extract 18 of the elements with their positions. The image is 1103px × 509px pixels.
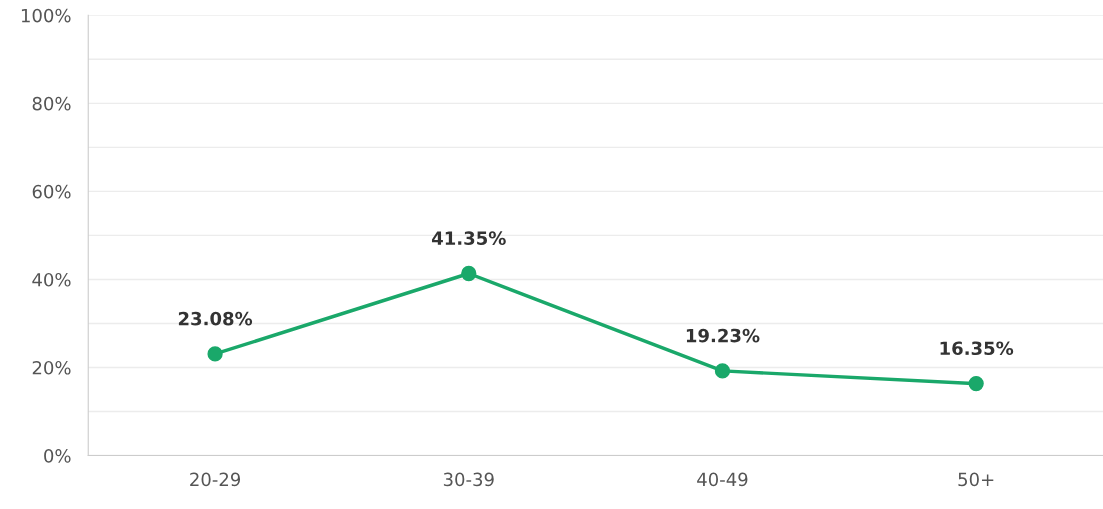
y-tick-label: 60%: [32, 184, 71, 199]
data-label: 16.35%: [940, 341, 1014, 356]
y-tick-label: 80%: [32, 96, 71, 111]
point: [714, 363, 731, 379]
point: [207, 346, 223, 362]
data-label: 19.23%: [686, 328, 760, 343]
x-tick-label: 40-49: [697, 472, 748, 487]
y-tick-label: 100%: [21, 8, 71, 23]
point: [461, 265, 477, 282]
x-tick-label: 30-39: [443, 472, 494, 487]
y-tick-label: 40%: [32, 272, 71, 287]
y-tick-label: 20%: [32, 360, 71, 375]
data-label: 23.08%: [178, 311, 253, 326]
x-tick-label: 50+: [958, 472, 994, 487]
y-tick-label: 0%: [44, 449, 71, 463]
point: [968, 375, 984, 392]
x-tick-label: 20-29: [190, 472, 241, 487]
data-label: 41.35%: [431, 231, 506, 245]
